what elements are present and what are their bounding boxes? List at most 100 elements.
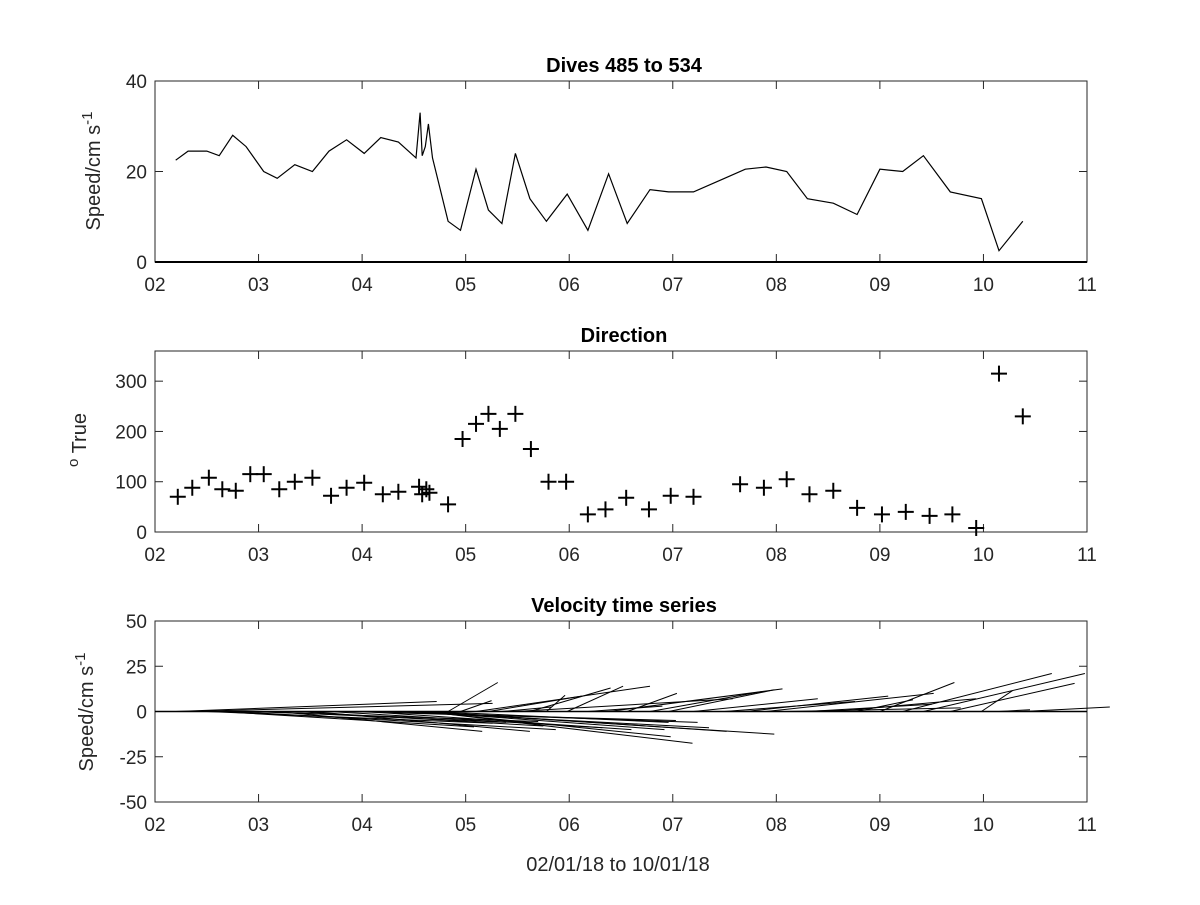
velocity-ytick-label: -25 — [120, 748, 147, 769]
velocity-vector — [857, 699, 914, 712]
direction-marker — [200, 469, 217, 486]
velocity-vector — [1022, 706, 1110, 712]
speed-ylabel-superscript: -1 — [79, 112, 96, 125]
velocity-vector — [488, 695, 582, 712]
velocity-vector — [515, 698, 733, 712]
direction-xtick-label: 07 — [662, 545, 683, 566]
speed-ylabel: Speed/cm s-1 — [79, 112, 106, 231]
velocity-xtick-label: 10 — [973, 815, 994, 836]
speed-xtick-label: 03 — [248, 275, 269, 296]
velocity-ylabel: Speed/cm s-1 — [72, 653, 99, 772]
velocity-vector — [649, 691, 762, 712]
speed-axes-box — [154, 80, 1088, 263]
velocity-ylabel-superscript: -1 — [72, 653, 89, 666]
direction-ytick-label: 0 — [136, 523, 147, 544]
direction-marker — [1014, 408, 1031, 425]
velocity-vector — [668, 689, 775, 712]
speed-xtick-label: 04 — [352, 275, 374, 296]
velocity-vector — [833, 698, 977, 712]
velocity-vector — [693, 698, 818, 712]
direction-marker — [480, 405, 497, 422]
speed-xtick-label: 02 — [144, 275, 165, 296]
direction-xtick-label: 10 — [973, 545, 994, 566]
direction-marker — [271, 481, 288, 498]
velocity-xtick-label: 04 — [352, 815, 374, 836]
velocity-vector — [175, 701, 437, 712]
direction-marker — [491, 420, 508, 437]
direction-marker — [468, 415, 485, 432]
velocity-vector — [432, 711, 669, 723]
direction-marker — [242, 466, 259, 483]
speed-ylabel-text: Speed/cm s — [83, 125, 105, 231]
velocity-vector — [529, 687, 611, 712]
direction-panel: 02 03 04 05 06 07 08 09 10 11 0 100 200 300 Direction o… — [65, 325, 1097, 566]
direction-marker — [801, 486, 818, 503]
velocity-xtick-label: 08 — [766, 815, 787, 836]
direction-marker — [579, 506, 596, 523]
velocity-vector — [765, 692, 934, 712]
direction-marker — [778, 471, 795, 488]
direction-marker — [944, 506, 961, 523]
direction-marker — [755, 479, 772, 496]
direction-marker — [558, 473, 575, 490]
direction-marker — [338, 479, 355, 496]
direction-marker — [390, 483, 407, 500]
direction-marker — [214, 481, 231, 498]
velocity-vector — [312, 711, 530, 732]
direction-marker — [685, 488, 702, 505]
speed-ytick-label: 20 — [126, 163, 147, 184]
speed-panel: 02 03 04 05 06 07 08 09 10 11 0 20 40 Dives 485 to 53… — [79, 55, 1097, 296]
direction-ylabel-superscript: o — [65, 459, 82, 467]
speed-xtick-label: 07 — [662, 275, 683, 296]
direction-marker — [421, 484, 438, 501]
direction-axes-box — [154, 350, 1088, 533]
velocity-xtick-label: 03 — [248, 815, 269, 836]
velocity-ytick-label: 0 — [136, 703, 147, 724]
direction-marker — [184, 479, 201, 496]
direction-xtick-label: 05 — [455, 545, 476, 566]
direction-xtick-label: 04 — [352, 545, 374, 566]
direction-marker — [323, 487, 340, 504]
speed-xtick-label: 06 — [559, 275, 580, 296]
speed-xtick-label: 05 — [455, 275, 476, 296]
velocity-xtick-label: 05 — [455, 815, 476, 836]
velocity-xtick-label: 11 — [1077, 815, 1097, 836]
velocity-vector — [587, 705, 663, 712]
velocity-vector — [425, 711, 693, 744]
velocity-xtick-label: 09 — [869, 815, 890, 836]
velocity-vector — [923, 673, 1086, 712]
velocity-title: Velocity time series — [531, 595, 717, 617]
direction-marker — [540, 473, 557, 490]
direction-marker — [227, 482, 244, 499]
direction-marker — [873, 506, 890, 523]
speed-xtick-label: 08 — [766, 275, 787, 296]
direction-ylabel: o True — [65, 413, 92, 467]
direction-marker — [507, 405, 524, 422]
direction-marker — [662, 487, 679, 504]
velocity-vector — [981, 690, 1013, 712]
direction-marker — [597, 501, 614, 518]
velocity-vector — [232, 711, 556, 731]
velocity-xtick-label: 07 — [662, 815, 683, 836]
direction-marker — [732, 476, 749, 493]
velocity-vector — [460, 700, 492, 712]
velocity-vector — [745, 695, 889, 712]
velocity-ylabel-text: Speed/cm s — [76, 666, 98, 772]
direction-marker — [897, 503, 914, 520]
velocity-panel: 02 03 04 05 06 07 08 09 10 11 -50 -25 0 25 50 Velocity … — [72, 595, 1110, 836]
direction-ytick-label: 100 — [115, 473, 147, 494]
velocity-vector — [428, 711, 727, 732]
direction-marker — [921, 507, 938, 524]
speed-series-line — [175, 112, 1024, 252]
velocity-ytick-label: 25 — [126, 657, 147, 678]
velocity-vector — [188, 702, 493, 712]
direction-marker — [640, 501, 657, 518]
velocity-ytick-label: 50 — [126, 612, 147, 633]
direction-marker — [411, 478, 428, 495]
direction-title: Direction — [581, 325, 668, 347]
velocity-vector — [879, 682, 955, 712]
direction-ylabel-text: True — [69, 413, 91, 459]
direction-marker — [304, 469, 321, 486]
